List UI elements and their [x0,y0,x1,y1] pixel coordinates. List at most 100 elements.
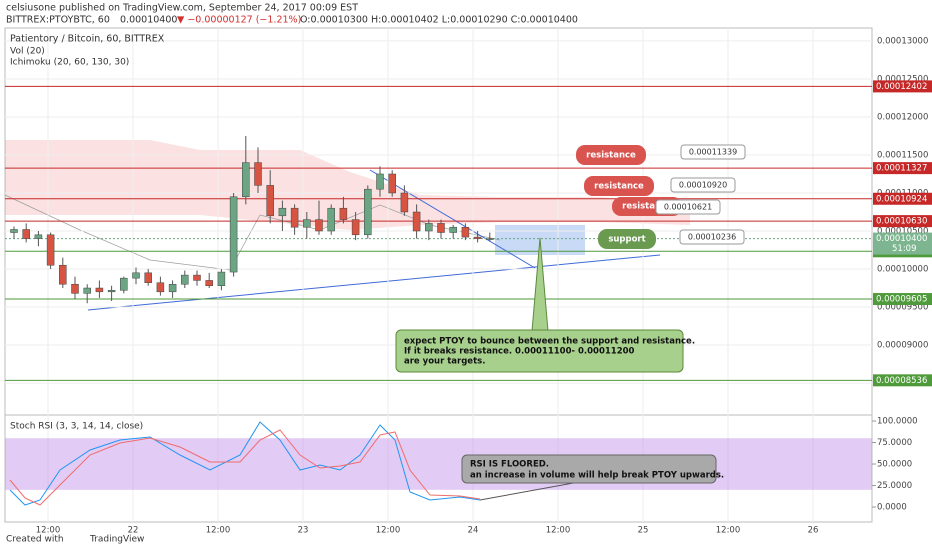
annotations: resistance resistance resistance support… [395,144,746,501]
candle-body [290,207,299,228]
x-tick-label: 12:00 [36,526,61,536]
value-box [670,177,736,193]
x-tick-label: 26 [808,526,819,536]
candle-body [461,226,470,238]
price-pane [4,27,873,523]
callout [584,176,654,196]
rsi-tick-label: 25.0000 [877,481,912,491]
rsi-k [9,421,481,506]
candle-body [327,207,335,232]
value-box [679,229,745,245]
footer-brand: TradingView [89,535,144,545]
value-box-label: 0.00010236 [688,233,736,242]
legend-title: Patientory / Bitcoin, 60, BITTREX [10,34,165,45]
candle-body [425,223,433,232]
candle-body [229,196,238,273]
level-label: 0.00012402 [876,82,927,92]
rsi-pane: Stoch RSI (3, 3, 14, 14, close) [5,421,872,506]
y-tick-label: 0.00011500 [877,150,928,160]
rsi-tick-label: 50.0000 [877,460,912,470]
candle-body [83,287,91,294]
y-tick-label: 0.00009000 [877,341,928,351]
candle-body [339,207,348,220]
level-label-box [873,374,932,387]
footer-created: Created with [6,535,64,545]
callout [576,145,646,165]
candle-body [364,188,372,236]
candle-body [193,274,201,281]
level-label: 0.00011327 [876,164,927,174]
callout [598,229,656,249]
level-label-box [873,162,932,175]
value-box [655,199,721,215]
candle-body [278,207,287,217]
rsi-note-line: an increase in volume will help break PT… [470,471,724,481]
x-tick-label: 12:00 [546,526,571,536]
candle-body [34,234,43,239]
note-line: If it breaks resistance. 0.00011100- 0.0… [404,347,635,357]
callout-label: resistance [594,182,644,192]
candle-body [144,272,152,283]
level-label-box [873,80,932,93]
candle-body [266,185,274,217]
candle-body [412,211,421,232]
y-tick-label: 0.00012000 [877,112,928,122]
pane-border [4,414,873,523]
x-tick-label: 12:00 [206,526,231,536]
x-tick-label: 12:00 [716,526,741,536]
value-box-label: 0.00011339 [689,148,737,157]
symbol: BITTREX:PTOYBTC, 60 [6,15,110,26]
candle-body [205,280,213,286]
legend-item: Vol (20) [10,47,45,57]
level-label-box [873,192,932,205]
x-tick-label: 22 [128,526,139,536]
y-tick-label: 0.00010500 [877,227,928,237]
candle-body [22,229,30,239]
value-box-label: 0.00010621 [664,203,712,212]
candle-body [303,219,311,228]
current-price-label: 0.00010400 [876,234,927,244]
level-label: 0.00010630 [876,217,927,227]
value-box [680,144,746,160]
y-tick-label: 0.00012500 [877,74,928,84]
level-label-box [873,293,932,306]
rsi-note-line: RSI IS FLOORED. [470,460,549,470]
rsi-band [5,438,872,490]
y-tick-label: 0.00010000 [877,265,928,275]
note-box [395,329,684,373]
rsi-note-box [461,454,717,484]
callout-label: support [608,235,645,245]
x-tick-label: 24 [468,526,479,536]
level-label: 0.00009605 [876,295,927,305]
value-box-label: 0.00010920 [679,181,727,190]
y-tick-label: 0.00013000 [877,36,928,46]
candle-body [59,264,67,285]
note-line: are your targets. [404,357,485,367]
y-tick-label: 0.00009500 [877,303,928,313]
candle-body [120,277,128,291]
candle-body [242,162,250,198]
candle-body [181,274,189,285]
candle-body [388,173,396,194]
level-label-box [873,215,932,228]
candle-body [217,271,226,286]
candle-body [437,223,445,233]
x-tick-label: 12:00 [376,526,401,536]
candle-body [254,162,262,186]
candle-body [168,283,177,293]
trendline [87,254,661,311]
level-label: 0.00008536 [876,376,927,386]
rsi-tick-label: 100.0000 [877,417,918,427]
countdown: 51:09 [892,244,917,254]
rsi-tick-label: 75.0000 [877,438,912,448]
candle-body [46,234,55,266]
candle-body [376,173,384,190]
current-price-box [873,232,932,255]
candle-body [95,287,104,293]
candle-body [486,238,494,240]
last-price: 0.00010400 [120,15,177,26]
ohlc: O:0.00010300 H:0.00010402 L:0.00010290 C… [300,15,578,26]
candle-body [71,283,79,294]
callout-label: resistance [586,151,636,161]
